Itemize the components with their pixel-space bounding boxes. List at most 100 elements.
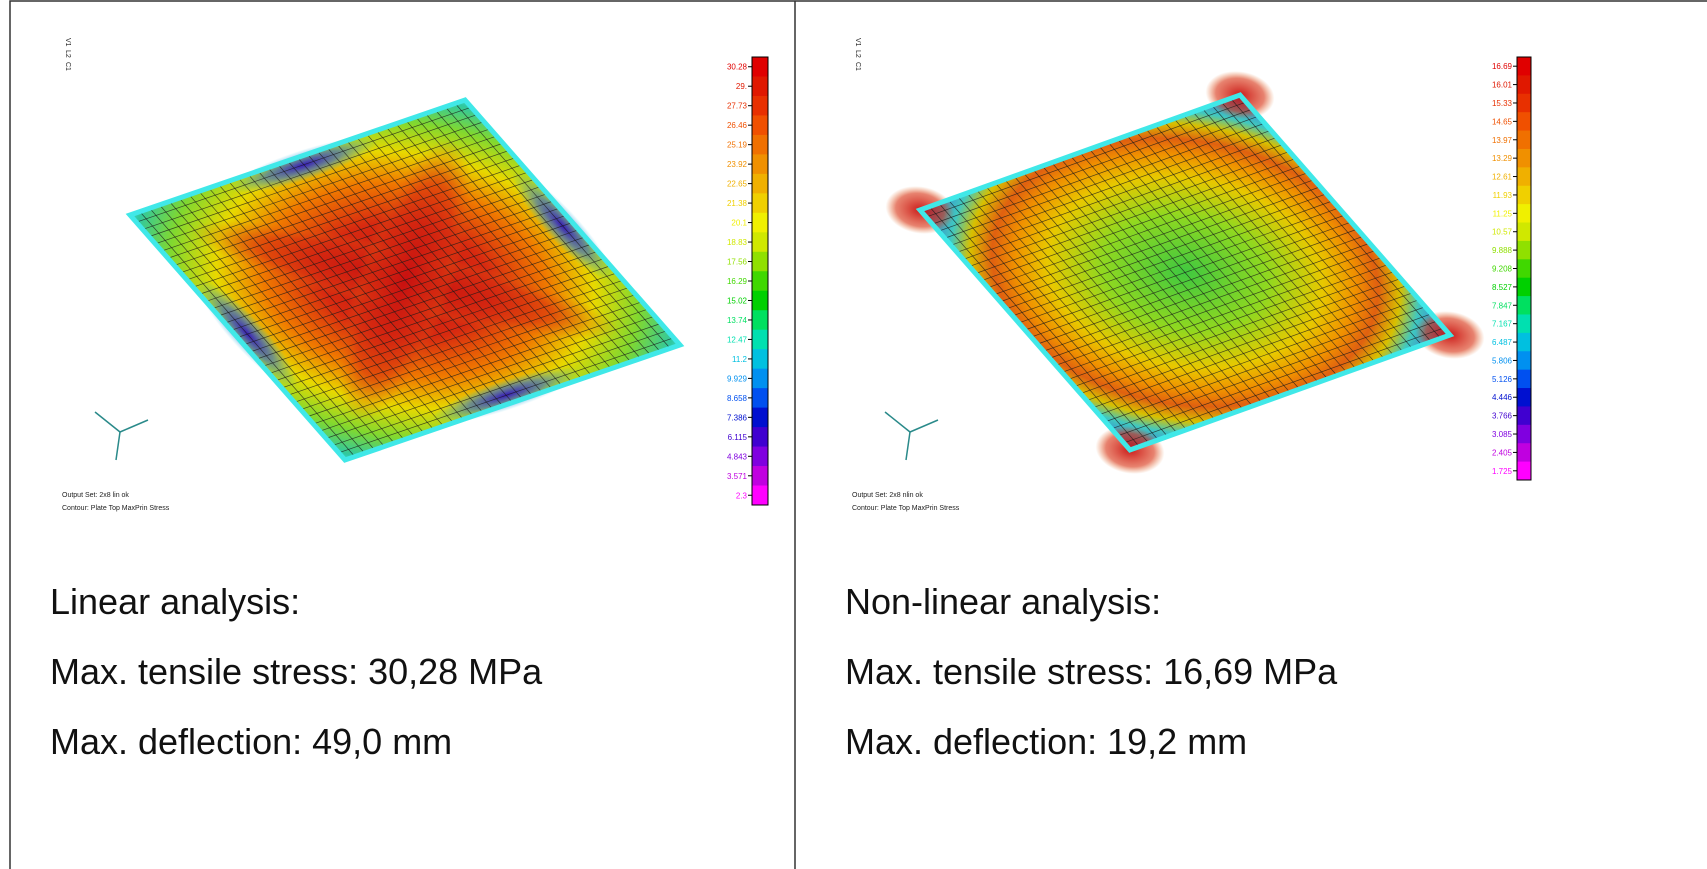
mesh-line bbox=[1111, 314, 1431, 429]
legend-value: 2.3 bbox=[736, 491, 748, 500]
triad-axis bbox=[94, 411, 121, 433]
color-step bbox=[1517, 259, 1531, 279]
triad-axis bbox=[909, 419, 939, 433]
mesh-line bbox=[376, 130, 591, 375]
mesh-line bbox=[1118, 321, 1438, 436]
plate-edge bbox=[130, 100, 680, 460]
mesh-line bbox=[1124, 328, 1444, 443]
color-step bbox=[1517, 443, 1531, 463]
color-step bbox=[1517, 424, 1531, 444]
legend-value: 30.28 bbox=[727, 63, 748, 72]
mesh-line bbox=[396, 124, 611, 369]
legend-value: 2.405 bbox=[1492, 448, 1513, 457]
legend-value: 5.806 bbox=[1492, 356, 1513, 365]
axis-triad bbox=[94, 411, 149, 461]
mesh-line bbox=[1136, 132, 1346, 372]
heading: Non-linear analysis: bbox=[845, 581, 1161, 622]
max-deflection: Max. deflection: 19,2 mm bbox=[845, 721, 1247, 762]
color-step bbox=[1517, 351, 1531, 371]
color-step bbox=[752, 251, 768, 272]
color-step bbox=[1517, 167, 1531, 187]
mesh-line bbox=[1202, 109, 1412, 349]
color-step bbox=[752, 485, 768, 506]
mesh-line bbox=[1056, 250, 1376, 365]
legend-value: 4.843 bbox=[727, 452, 748, 461]
mesh-line bbox=[386, 127, 601, 372]
mesh-line bbox=[313, 309, 648, 424]
legend-value: 16.01 bbox=[1492, 81, 1513, 90]
color-step bbox=[752, 57, 768, 77]
mesh-line bbox=[1074, 271, 1394, 386]
color-step bbox=[1517, 75, 1531, 95]
mesh-line bbox=[1184, 115, 1394, 355]
color-step bbox=[1517, 240, 1531, 260]
view-label: L2 bbox=[64, 50, 71, 58]
color-step bbox=[1517, 388, 1531, 407]
legend-value: 3.571 bbox=[727, 472, 748, 481]
contour-name: Contour: Plate Top MaxPrin Stress bbox=[852, 505, 960, 512]
color-step bbox=[752, 95, 768, 116]
mesh-line bbox=[1127, 136, 1337, 376]
color-step bbox=[1517, 112, 1531, 132]
legend-value: 17.56 bbox=[727, 258, 748, 267]
legend-value: 3.085 bbox=[1492, 430, 1513, 439]
legend-value: 7.167 bbox=[1492, 320, 1513, 329]
color-step bbox=[752, 368, 768, 389]
plate-edge bbox=[920, 95, 1450, 450]
mesh-line bbox=[339, 338, 674, 453]
mesh-line bbox=[1174, 119, 1384, 359]
color-step bbox=[1517, 332, 1531, 352]
color-step bbox=[1517, 222, 1531, 242]
legend-value: 12.47 bbox=[727, 335, 748, 344]
mesh-line bbox=[416, 117, 631, 362]
output-set: Output Set: 2x8 lin ok bbox=[62, 492, 129, 499]
legend-value: 9.888 bbox=[1492, 246, 1513, 255]
mesh-line bbox=[317, 151, 532, 396]
view-label: C1 bbox=[854, 62, 861, 71]
legend-value: 6.115 bbox=[728, 433, 748, 442]
legend-value: 29. bbox=[736, 82, 747, 91]
mesh-line bbox=[288, 280, 623, 395]
contour-name: Contour: Plate Top MaxPrin Stress bbox=[62, 505, 170, 512]
mesh-line bbox=[1118, 139, 1328, 379]
color-step bbox=[1517, 296, 1531, 315]
legend-value: 16.29 bbox=[727, 277, 748, 286]
mesh-line bbox=[1212, 105, 1422, 345]
mesh-line bbox=[1031, 222, 1351, 337]
color-step bbox=[752, 290, 768, 311]
color-step bbox=[1517, 369, 1531, 389]
legend-value: 22.65 bbox=[727, 180, 748, 189]
mesh-line bbox=[1099, 146, 1309, 386]
mesh-line bbox=[1099, 300, 1419, 415]
legend-value: 11.2 bbox=[732, 355, 748, 364]
mesh-line bbox=[1108, 142, 1318, 382]
legend-value: 6.487 bbox=[1492, 338, 1513, 347]
mesh-line bbox=[332, 331, 667, 446]
triad-axis bbox=[905, 431, 911, 461]
output-set: Output Set: 2x8 nlin ok bbox=[852, 492, 923, 499]
color-step bbox=[752, 134, 768, 155]
color-step bbox=[752, 115, 768, 136]
mesh-line bbox=[406, 120, 621, 365]
legend-value: 13.74 bbox=[727, 316, 748, 325]
color-step bbox=[752, 427, 768, 448]
legend-value: 20.1 bbox=[731, 219, 747, 228]
axis-triad bbox=[884, 411, 939, 461]
legend-value: 9.208 bbox=[1492, 265, 1513, 274]
legend-value: 21.38 bbox=[727, 199, 748, 208]
legend-value: 7.847 bbox=[1492, 301, 1513, 310]
view-label: V1 bbox=[64, 38, 71, 47]
color-step bbox=[752, 212, 768, 233]
mesh-line bbox=[1087, 286, 1407, 401]
panel: V1 L2 C1 Output Set: 2x8 nlin ok Contour: Pl… bbox=[845, 38, 1531, 762]
color-step bbox=[752, 329, 768, 350]
mesh-line bbox=[1105, 307, 1425, 422]
legend-value: 3.766 bbox=[1492, 412, 1513, 421]
legend-value: 14.65 bbox=[1492, 117, 1513, 126]
color-step bbox=[1517, 461, 1531, 481]
color-step bbox=[1517, 406, 1531, 426]
contour-plate bbox=[119, 93, 691, 467]
legend-value: 23.92 bbox=[727, 160, 748, 169]
mesh-line bbox=[1050, 243, 1370, 358]
